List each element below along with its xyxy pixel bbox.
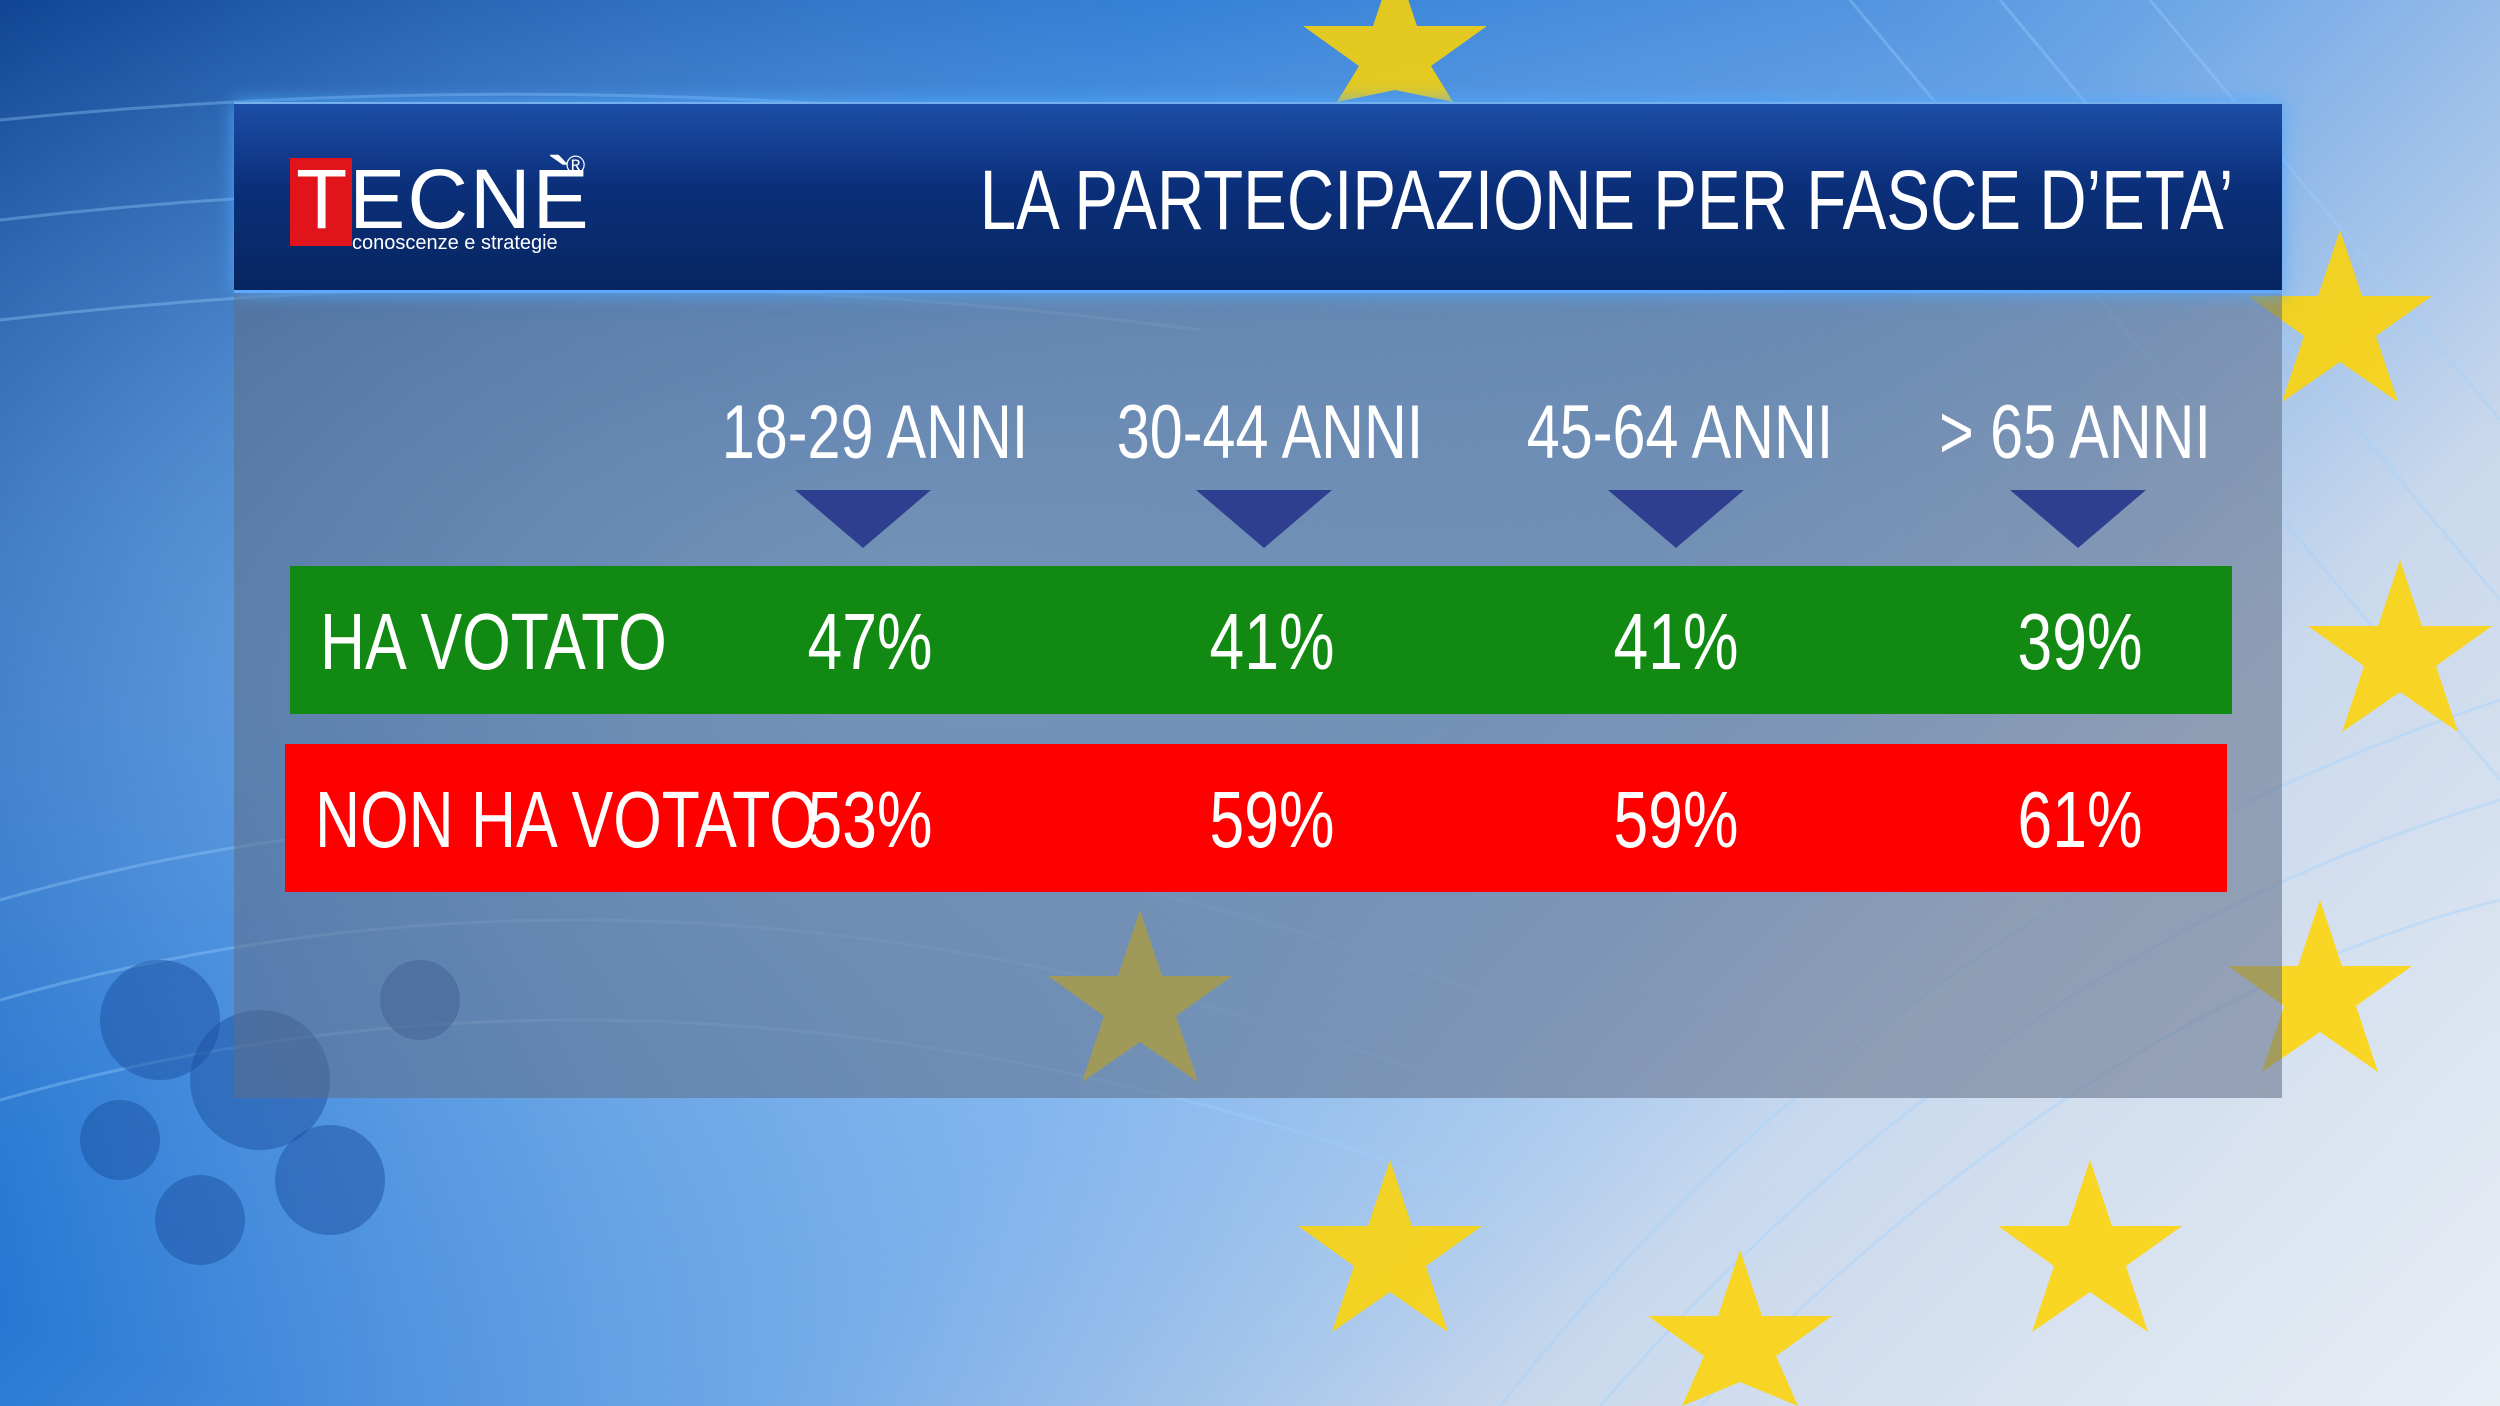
star-icon: [1998, 1160, 2182, 1332]
column-header-18-29: 18-29 ANNI: [721, 390, 1029, 475]
table-cell: 47%: [807, 597, 933, 686]
star-icon: [1648, 1250, 1832, 1406]
logo-tagline: conoscenze e strategie: [352, 232, 558, 254]
table-cell: 59%: [1209, 775, 1335, 864]
table-cell: 53%: [807, 775, 933, 864]
row-label: NON HA VOTATO: [315, 775, 818, 864]
title-bar: [234, 102, 2282, 293]
logo-registered-mark: ®: [566, 150, 586, 180]
star-icon: [2308, 560, 2492, 732]
table-row-non-ha-votato: NON HA VOTATO 53% 59% 59% 61%: [285, 744, 2227, 892]
table-cell: 41%: [1209, 597, 1335, 686]
tecne-logo: TECNÈ ® conoscenze e strategie: [290, 150, 610, 260]
row-label: HA VOTATO: [320, 597, 667, 686]
logo-text: TECNÈ: [296, 152, 591, 246]
page-title: LA PARTECIPAZIONE PER FASCE D’ETA’: [979, 153, 2234, 247]
table-cell: 39%: [2017, 597, 2143, 686]
chevron-down-icon: [2010, 490, 2146, 548]
chevron-down-icon: [1196, 490, 1332, 548]
star-icon: [1303, 0, 1487, 102]
star-icon: [1298, 1160, 1482, 1332]
table-cell: 41%: [1613, 597, 1739, 686]
chevron-down-icon: [795, 490, 931, 548]
column-header-45-64: 45-64 ANNI: [1526, 390, 1834, 475]
chevron-down-icon: [1608, 490, 1744, 548]
table-cell: 59%: [1613, 775, 1739, 864]
table-row-ha-votato: HA VOTATO 47% 41% 41% 39%: [290, 566, 2232, 714]
table-cell: 61%: [2017, 775, 2143, 864]
logo-red-box: [290, 158, 352, 246]
column-header-over-65: > 65 ANNI: [1939, 390, 2211, 475]
star-icon: [2248, 230, 2432, 402]
column-header-30-44: 30-44 ANNI: [1116, 390, 1424, 475]
star-icon: [2228, 900, 2412, 1072]
